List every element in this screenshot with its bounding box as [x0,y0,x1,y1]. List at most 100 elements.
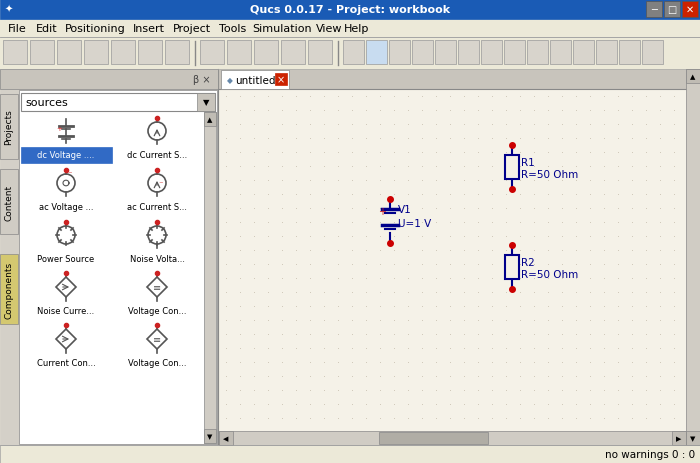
Bar [0,169,18,234]
Bar [682,2,698,18]
Bar [435,41,456,65]
Text: Edit: Edit [36,24,58,34]
Text: ~: ~ [67,170,71,175]
Text: ◆: ◆ [227,76,233,85]
Bar [642,41,663,65]
Bar [218,70,700,90]
Bar [57,41,81,65]
Bar [389,41,410,65]
Bar [0,20,700,38]
Text: Insert: Insert [133,24,165,34]
Bar [200,41,224,65]
Text: +: + [378,206,386,217]
Bar [0,70,218,90]
Bar [504,41,525,65]
Bar [275,74,287,86]
Text: dc Voltage ....: dc Voltage .... [37,151,95,160]
Text: □: □ [667,5,677,15]
Bar [0,38,700,70]
Text: sources: sources [25,98,68,108]
Bar [227,41,251,65]
Bar [0,0,700,20]
Text: ac Voltage ...: ac Voltage ... [38,203,93,212]
Text: View: View [316,24,342,34]
Text: ≡: ≡ [153,282,161,292]
Text: U=1 V: U=1 V [398,219,431,229]
Bar [0,95,18,160]
Bar [527,41,548,65]
Text: no warnings 0 : 0: no warnings 0 : 0 [605,449,695,459]
Bar [21,94,215,112]
Bar [138,41,162,65]
Bar [204,113,216,443]
Bar [343,41,364,65]
Text: ≡: ≡ [153,334,161,344]
Bar [221,71,289,90]
Text: ▼: ▼ [203,98,209,107]
Bar [219,431,686,445]
Text: Current Con...: Current Con... [36,359,95,368]
Text: untitled: untitled [235,76,276,86]
Text: ─: ─ [651,5,657,15]
Bar [165,41,189,65]
Text: ~: ~ [158,180,162,185]
Text: R2: R2 [521,257,535,268]
Text: Voltage Con...: Voltage Con... [127,307,186,316]
Bar [204,429,216,443]
Bar [505,156,519,180]
Bar [573,41,594,65]
Bar [281,41,305,65]
Text: ◀: ◀ [223,435,229,441]
Bar [254,41,278,65]
Bar [664,2,680,18]
Bar [197,94,215,112]
Text: dc Current S...: dc Current S... [127,151,187,160]
Bar [619,41,640,65]
Text: V1: V1 [398,205,412,214]
Bar [672,431,686,445]
Bar [30,41,54,65]
Bar [111,41,135,65]
Text: Simulation: Simulation [253,24,312,34]
Bar [505,256,519,279]
Bar [481,41,502,65]
Text: +: + [56,126,62,131]
Text: Help: Help [344,24,369,34]
Bar [0,70,218,445]
Bar [366,41,387,65]
Bar [0,255,18,324]
Bar [308,41,332,65]
Bar [3,41,27,65]
Text: Power Source: Power Source [37,255,95,264]
Text: Qucs 0.0.17 - Project: workbook: Qucs 0.0.17 - Project: workbook [250,5,450,15]
Bar [458,41,479,65]
Bar [21,148,112,163]
Bar [412,41,433,65]
Bar [686,70,700,84]
Text: ▼: ▼ [690,435,696,441]
Text: File: File [8,24,27,34]
Bar [379,432,488,444]
Bar [686,431,700,445]
Text: ac Current S...: ac Current S... [127,203,187,212]
Bar [0,445,700,463]
Bar [646,2,662,18]
Bar [686,70,700,445]
Text: Components: Components [4,261,13,318]
Bar [219,90,686,431]
Text: R=50 Ohm: R=50 Ohm [521,169,578,180]
Text: ▼: ▼ [207,433,213,439]
Text: Project: Project [173,24,211,34]
Text: R1: R1 [521,158,535,168]
Bar [204,113,216,127]
Bar [219,431,233,445]
Text: Projects: Projects [4,109,13,145]
Text: Noise Curre...: Noise Curre... [37,307,95,316]
Text: ▲: ▲ [690,74,696,80]
Text: ✕: ✕ [686,5,694,15]
Text: ×: × [277,75,285,85]
Text: R=50 Ohm: R=50 Ohm [521,269,578,279]
Text: Tools: Tools [218,24,246,34]
Text: ▶: ▶ [676,435,682,441]
Text: Positioning: Positioning [64,24,125,34]
